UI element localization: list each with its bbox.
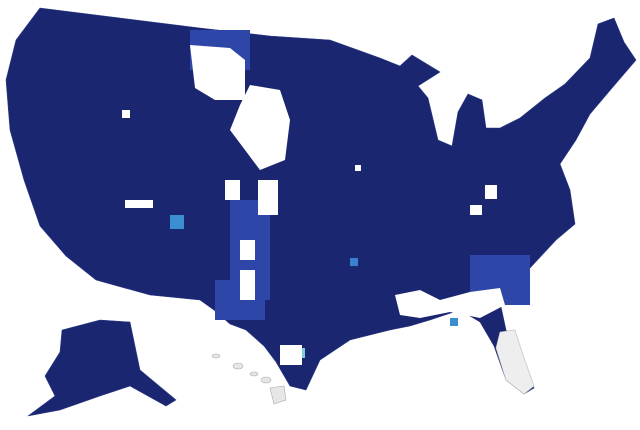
florida-no-data	[495, 329, 535, 395]
alaska	[27, 319, 177, 417]
no-data-counties	[122, 45, 505, 365]
hawaii	[211, 353, 287, 405]
